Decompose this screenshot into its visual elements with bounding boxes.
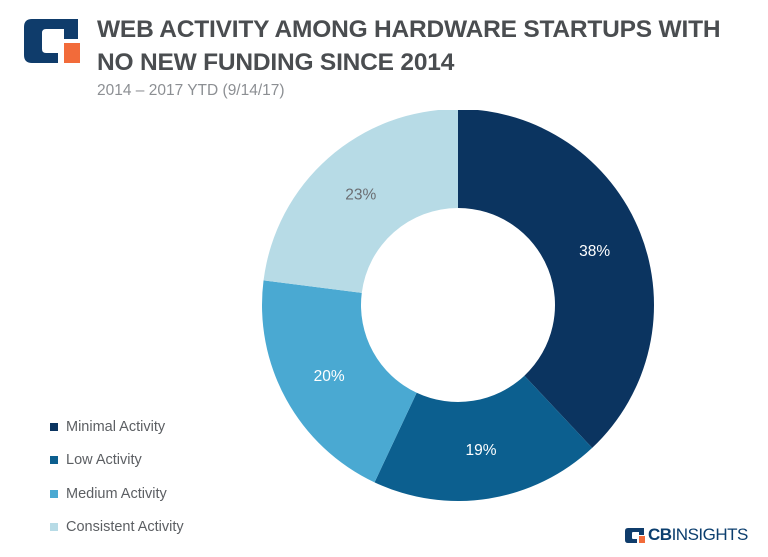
slice-value-label: 19% <box>465 442 496 459</box>
legend-label: Minimal Activity <box>66 418 166 435</box>
donut-slice-minimal-activity <box>458 110 654 448</box>
chart-title: WEB ACTIVITY AMONG HARDWARE STARTUPS WIT… <box>97 16 721 76</box>
slice-value-label: 20% <box>314 368 345 385</box>
legend-item: Medium Activity <box>50 477 184 511</box>
cb-insights-logo <box>24 19 80 63</box>
slice-value-label: 38% <box>579 243 610 260</box>
logo-orange-block <box>64 43 80 63</box>
brand-cb-text: CB <box>648 525 672 544</box>
legend-swatch <box>50 523 58 532</box>
legend-label: Low Activity <box>66 452 142 469</box>
legend-item: Low Activity <box>50 444 184 478</box>
legend-swatch <box>50 422 58 431</box>
cb-insights-brand: CB INSIGHTS <box>625 525 749 544</box>
donut-slice-medium-activity <box>262 280 417 483</box>
logo-navy-block <box>24 19 78 63</box>
donut-chart: 38% 19% 20% 23% <box>262 110 654 501</box>
brand-logo-icon <box>625 527 645 543</box>
chart-subtitle: 2014 – 2017 YTD (9/14/17) <box>97 82 285 99</box>
legend-swatch <box>50 489 58 498</box>
slice-value-label: 23% <box>345 187 376 204</box>
legend-item: Consistent Activity <box>50 511 184 545</box>
donut-slice-consistent-activity <box>263 110 458 293</box>
legend-label: Medium Activity <box>66 485 167 502</box>
legend-label: Consistent Activity <box>66 519 184 536</box>
legend-swatch <box>50 456 58 465</box>
chart-legend: Minimal Activity Low Activity Medium Activ… <box>50 410 184 544</box>
brand-insights-text: INSIGHTS <box>671 525 749 544</box>
legend-item: Minimal Activity <box>50 410 184 444</box>
donut-slice-low-activity <box>374 375 593 501</box>
